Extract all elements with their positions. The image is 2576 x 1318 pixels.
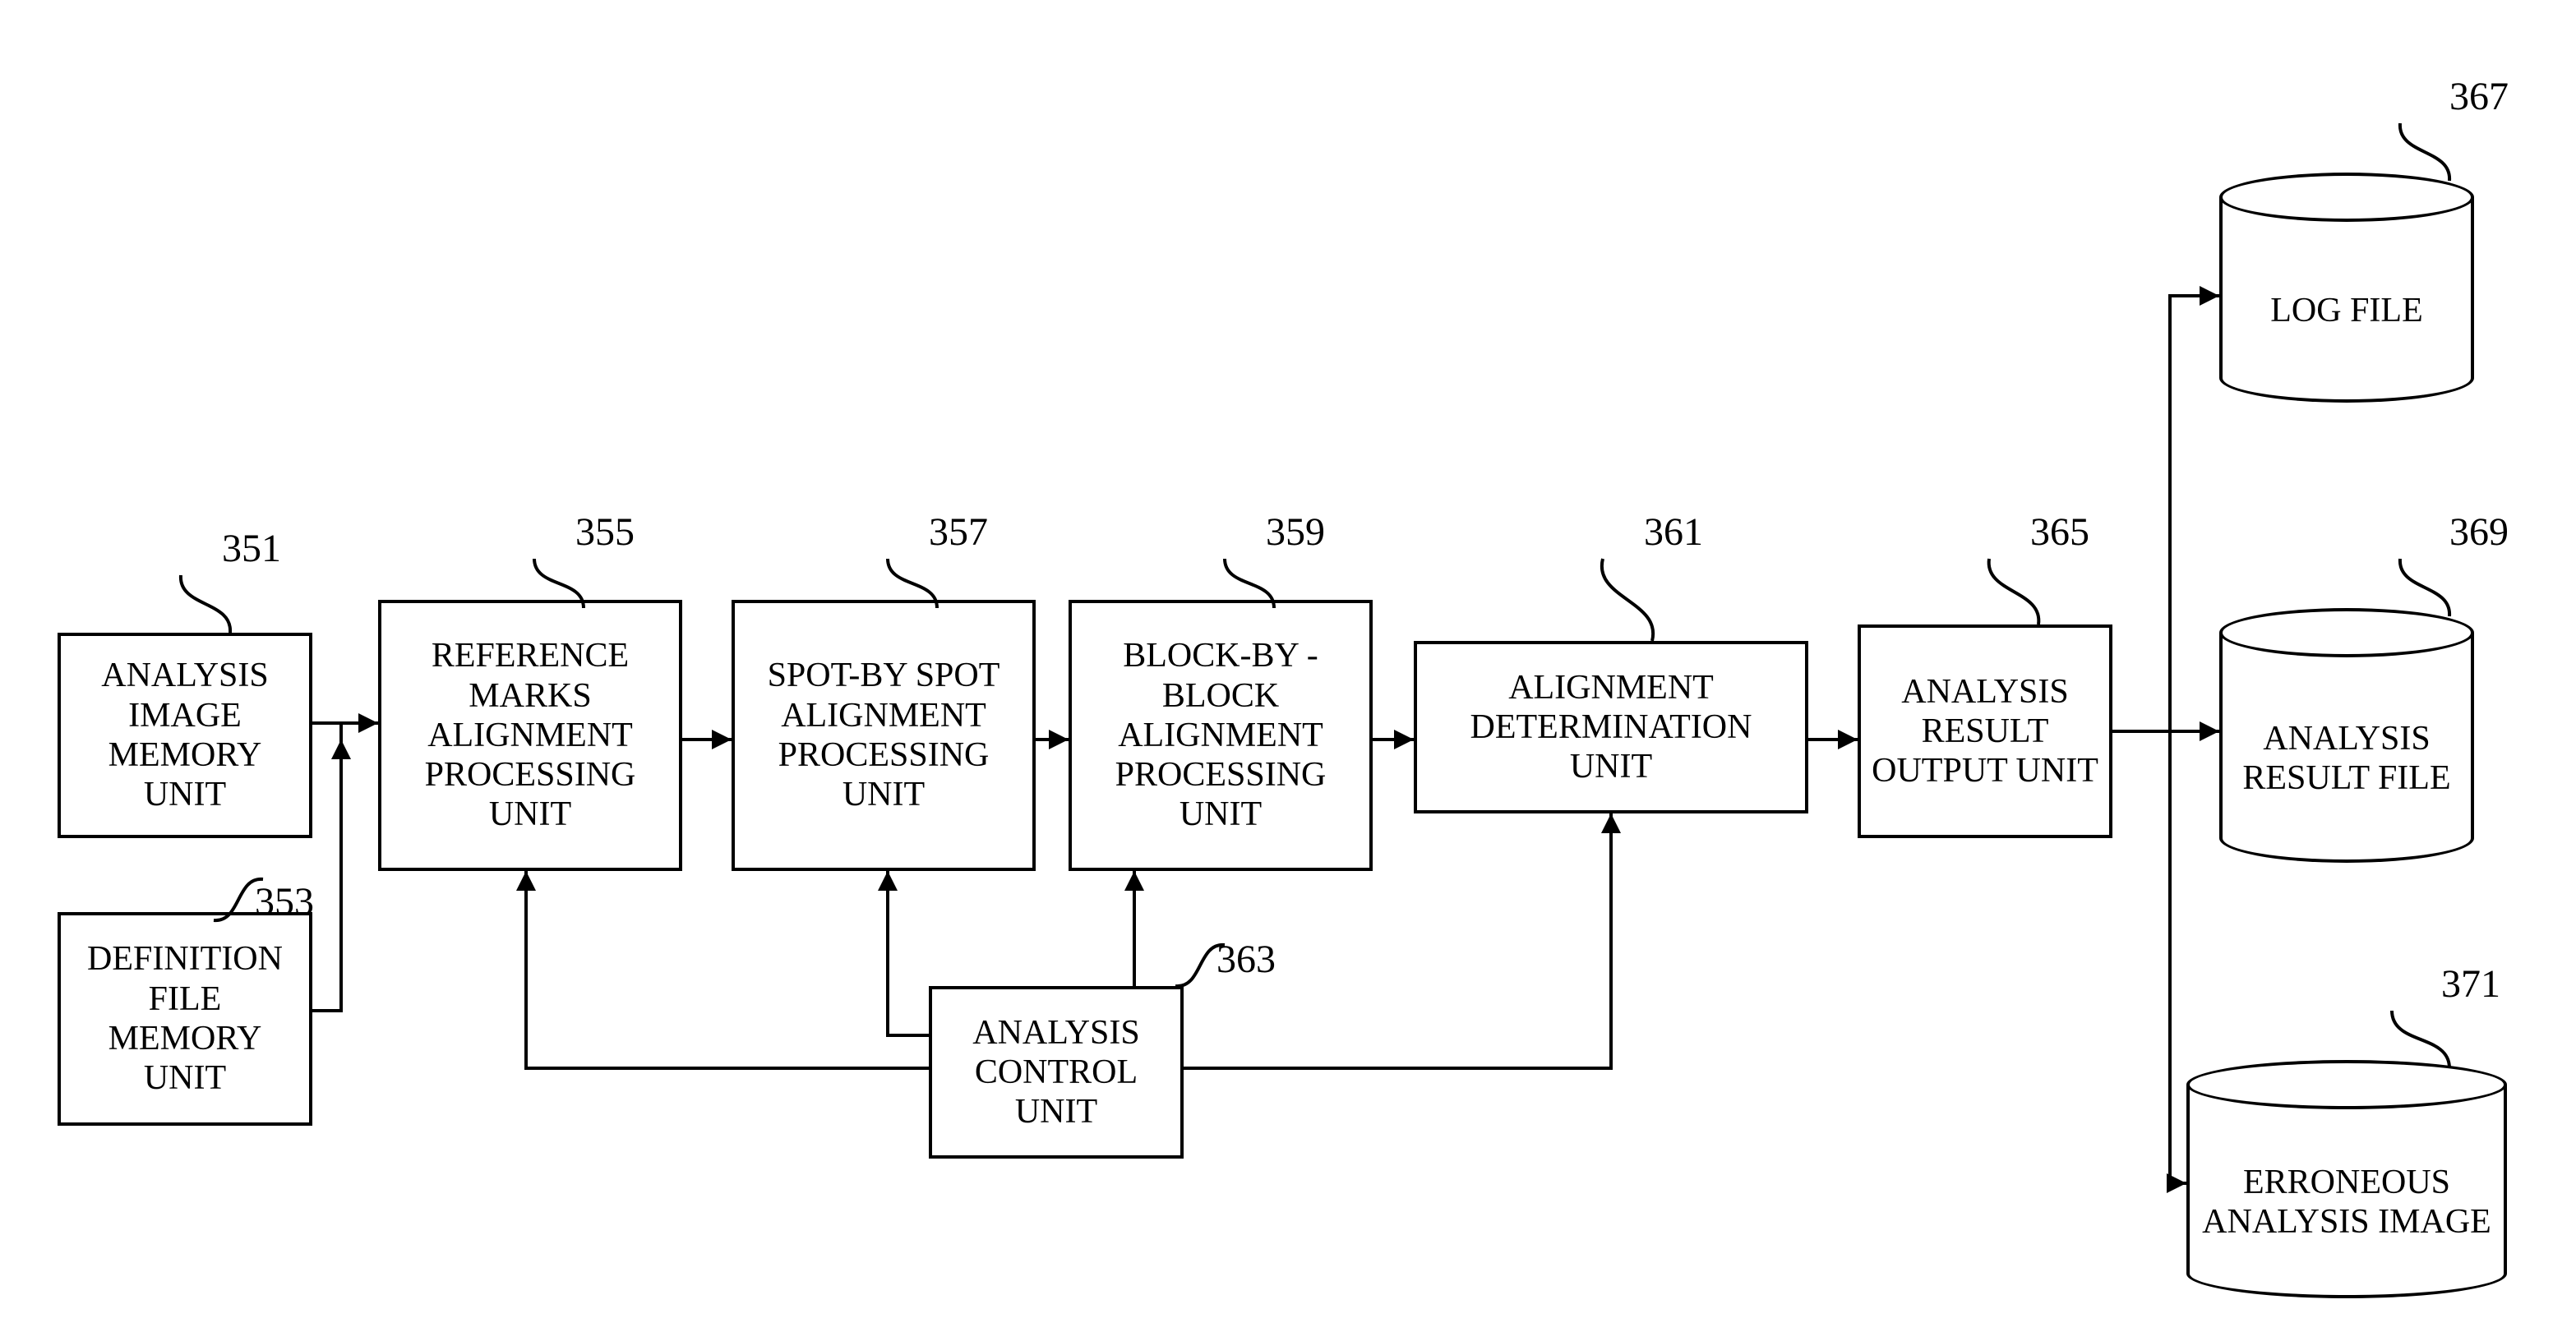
ref-number-371: 371 <box>2441 961 2500 1007</box>
arrow-head <box>1601 813 1621 833</box>
arrow-head <box>331 740 351 759</box>
leader-line <box>181 575 230 633</box>
ref-number-361: 361 <box>1644 509 1703 555</box>
cylinder-top <box>2219 173 2474 222</box>
ref-number-355: 355 <box>575 509 635 555</box>
ref-number-369: 369 <box>2449 509 2509 555</box>
node-369: ANALYSIS RESULT FILE <box>2219 608 2474 863</box>
cylinder-top <box>2219 608 2474 657</box>
edge-n363-n357 <box>888 871 929 1035</box>
cylinder-body: ANALYSIS RESULT FILE <box>2219 633 2474 863</box>
ref-number-351: 351 <box>222 526 281 571</box>
node-label: ANALYSIS RESULT OUTPUT UNIT <box>1869 672 2101 791</box>
arrow-head <box>358 713 378 733</box>
node-label: DEFINITION FILE MEMORY UNIT <box>69 939 301 1098</box>
node-label: ANALYSIS CONTROL UNIT <box>940 1013 1172 1132</box>
edge-n363-n355 <box>526 871 929 1068</box>
node-label: ANALYSIS RESULT FILE <box>2223 719 2471 799</box>
node-label: BLOCK-BY -BLOCK ALIGNMENT PROCESSING UNI… <box>1080 636 1361 834</box>
node-367: LOG FILE <box>2219 173 2474 403</box>
arrow-head <box>1049 730 1069 749</box>
edge-n353-n355 <box>312 723 378 1011</box>
node-355: REFERENCE MARKS ALIGNMENT PROCESSING UNI… <box>378 600 682 871</box>
node-359: BLOCK-BY -BLOCK ALIGNMENT PROCESSING UNI… <box>1069 600 1373 871</box>
arrow-head <box>878 871 898 891</box>
node-351: ANALYSIS IMAGE MEMORY UNIT <box>58 633 312 838</box>
cylinder-top <box>2186 1060 2507 1109</box>
edge-n365-n371 <box>2112 731 2186 1183</box>
diagram-canvas: ANALYSIS IMAGE MEMORY UNIT 351 DEFINITION … <box>0 0 2576 1318</box>
arrow-head <box>2167 1173 2186 1193</box>
arrow-head <box>2200 721 2219 741</box>
cylinder-body: LOG FILE <box>2219 197 2474 403</box>
leader-line <box>1989 559 2039 624</box>
arrow-head <box>1838 730 1858 749</box>
ref-number-359: 359 <box>1266 509 1325 555</box>
node-361: ALIGNMENT DETERMINATION UNIT <box>1414 641 1808 813</box>
arrow-head <box>1394 730 1414 749</box>
arrow-head <box>2200 286 2219 306</box>
node-label: LOG FILE <box>2270 291 2422 330</box>
node-label: ERRONEOUS ANALYSIS IMAGE <box>2190 1163 2504 1242</box>
node-label: ALIGNMENT DETERMINATION UNIT <box>1425 668 1797 787</box>
edge-n365-n367 <box>2112 296 2219 731</box>
ref-number-353: 353 <box>255 879 314 924</box>
node-353: DEFINITION FILE MEMORY UNIT <box>58 912 312 1126</box>
node-label: ANALYSIS IMAGE MEMORY UNIT <box>69 656 301 814</box>
node-365: ANALYSIS RESULT OUTPUT UNIT <box>1858 624 2112 838</box>
cylinder-body: ERRONEOUS ANALYSIS IMAGE <box>2186 1085 2507 1298</box>
ref-number-363: 363 <box>1216 937 1276 982</box>
arrow-head <box>712 730 732 749</box>
leader-line <box>1602 559 1653 641</box>
node-363: ANALYSIS CONTROL UNIT <box>929 986 1184 1159</box>
arrow-head <box>1124 871 1144 891</box>
node-label: REFERENCE MARKS ALIGNMENT PROCESSING UNI… <box>390 636 671 834</box>
ref-number-357: 357 <box>929 509 988 555</box>
ref-number-367: 367 <box>2449 74 2509 119</box>
node-371: ERRONEOUS ANALYSIS IMAGE <box>2186 1060 2507 1298</box>
arrow-head <box>516 871 536 891</box>
node-357: SPOT-BY SPOT ALIGNMENT PROCESSING UNIT <box>732 600 1036 871</box>
node-label: SPOT-BY SPOT ALIGNMENT PROCESSING UNIT <box>743 656 1024 814</box>
ref-number-365: 365 <box>2030 509 2089 555</box>
